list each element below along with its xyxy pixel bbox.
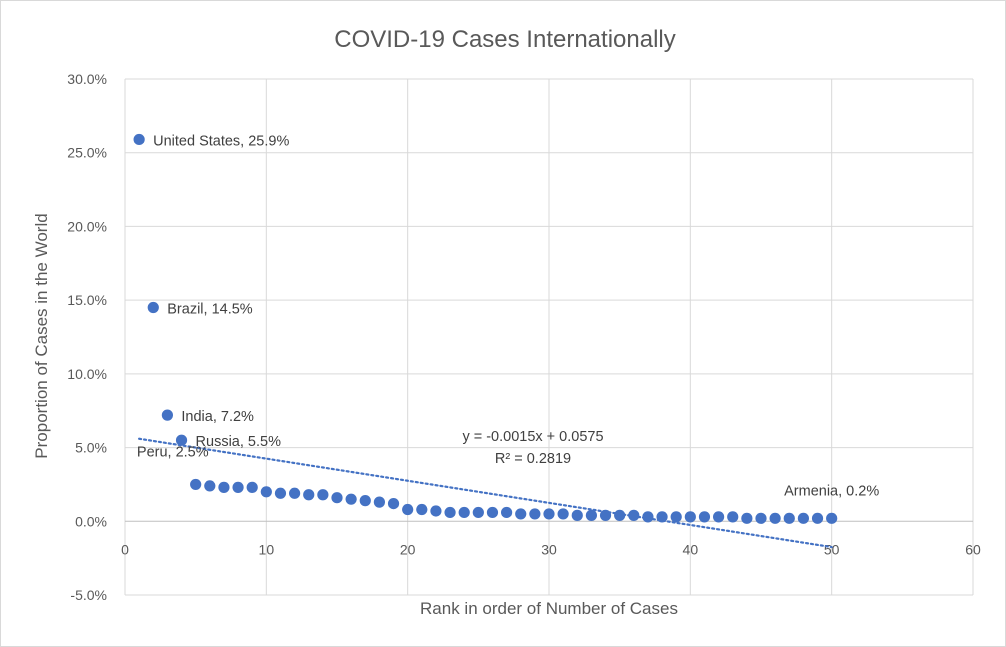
data-point (218, 481, 230, 493)
data-point (204, 480, 216, 492)
y-tick-label: 10.0% (67, 366, 107, 382)
y-tick-label: 25.0% (67, 145, 107, 161)
data-label: Brazil, 14.5% (167, 302, 253, 318)
data-point (642, 511, 654, 523)
y-tick-label: 5.0% (75, 440, 107, 456)
trendline-layer (138, 437, 833, 549)
y-tick-label: 30.0% (67, 71, 107, 87)
data-point (543, 508, 555, 520)
data-point (515, 508, 527, 520)
data-point (713, 511, 725, 523)
chart-title: COVID-19 Cases Internationally (334, 26, 675, 53)
data-point (402, 503, 414, 516)
data-point (769, 512, 781, 524)
x-tick-label: 60 (965, 541, 981, 557)
x-tick-label: 10 (259, 541, 275, 557)
data-point (698, 511, 711, 523)
data-point (458, 506, 470, 519)
x-tick-label: 0 (121, 541, 129, 557)
trendline-equation: y = -0.0015x + 0.0575 (462, 429, 603, 445)
data-point (345, 493, 357, 505)
data-point (529, 508, 541, 520)
data-point (670, 511, 682, 523)
trendline-r-squared: R² = 0.2819 (495, 451, 571, 467)
data-labels: United States, 25.9% Brazil, 14.5% India, … (137, 133, 879, 499)
data-point (147, 301, 159, 314)
data-point (232, 481, 244, 493)
data-point (783, 512, 795, 524)
data-label: Russia, 5.5% (196, 434, 282, 450)
y-tick-label: -5.0% (70, 587, 107, 603)
data-points (133, 133, 838, 524)
data-point (684, 511, 696, 523)
data-point (246, 481, 258, 493)
y-tick-label: 0.0% (75, 513, 107, 529)
x-tick-label: 30 (541, 541, 557, 557)
data-point (289, 487, 301, 499)
data-point (317, 489, 329, 501)
data-point (175, 434, 188, 446)
y-tick-label: 15.0% (67, 292, 107, 308)
data-point (486, 506, 499, 519)
data-point (260, 486, 272, 498)
data-point (571, 509, 583, 521)
data-point (797, 512, 810, 524)
data-point (557, 508, 569, 520)
data-point (359, 495, 371, 507)
data-point (501, 506, 513, 519)
data-label: Peru, 2.5% (137, 444, 209, 460)
x-axis-title: Rank in order of Number of Cases (420, 599, 678, 618)
data-point (303, 489, 315, 501)
data-label: United States, 25.9% (153, 133, 289, 149)
data-point (430, 505, 442, 517)
data-point (599, 509, 612, 521)
x-tick-label: 40 (683, 541, 699, 557)
data-point (585, 509, 598, 521)
y-tick-label: 20.0% (67, 218, 107, 234)
x-tick-label: 50 (824, 541, 840, 557)
data-point (614, 509, 626, 521)
data-point (444, 506, 456, 519)
data-point (472, 506, 484, 519)
data-point (331, 492, 343, 504)
data-point (811, 512, 824, 524)
x-tick-label: 20 (400, 541, 416, 557)
data-point (656, 511, 668, 523)
data-point (133, 133, 145, 146)
data-label: India, 7.2% (181, 409, 254, 425)
y-axis-title: Proportion of Cases in the World (32, 213, 51, 458)
data-point (416, 503, 428, 516)
data-point (628, 509, 640, 521)
data-point (190, 478, 202, 491)
data-label: Armenia, 0.2% (784, 483, 879, 499)
data-point (387, 497, 400, 510)
data-point (826, 512, 838, 524)
data-point (373, 496, 385, 508)
data-point (161, 409, 173, 421)
tick-labels: -5.0% 0.0% 5.0% 10.0% 15.0% 20.0% 25.0% 30.0% 0 1… (67, 71, 981, 603)
data-point (274, 487, 287, 499)
gridlines (125, 78, 974, 596)
data-point (741, 512, 753, 524)
trendline (138, 437, 833, 549)
data-point (727, 511, 739, 523)
data-point (755, 512, 767, 524)
